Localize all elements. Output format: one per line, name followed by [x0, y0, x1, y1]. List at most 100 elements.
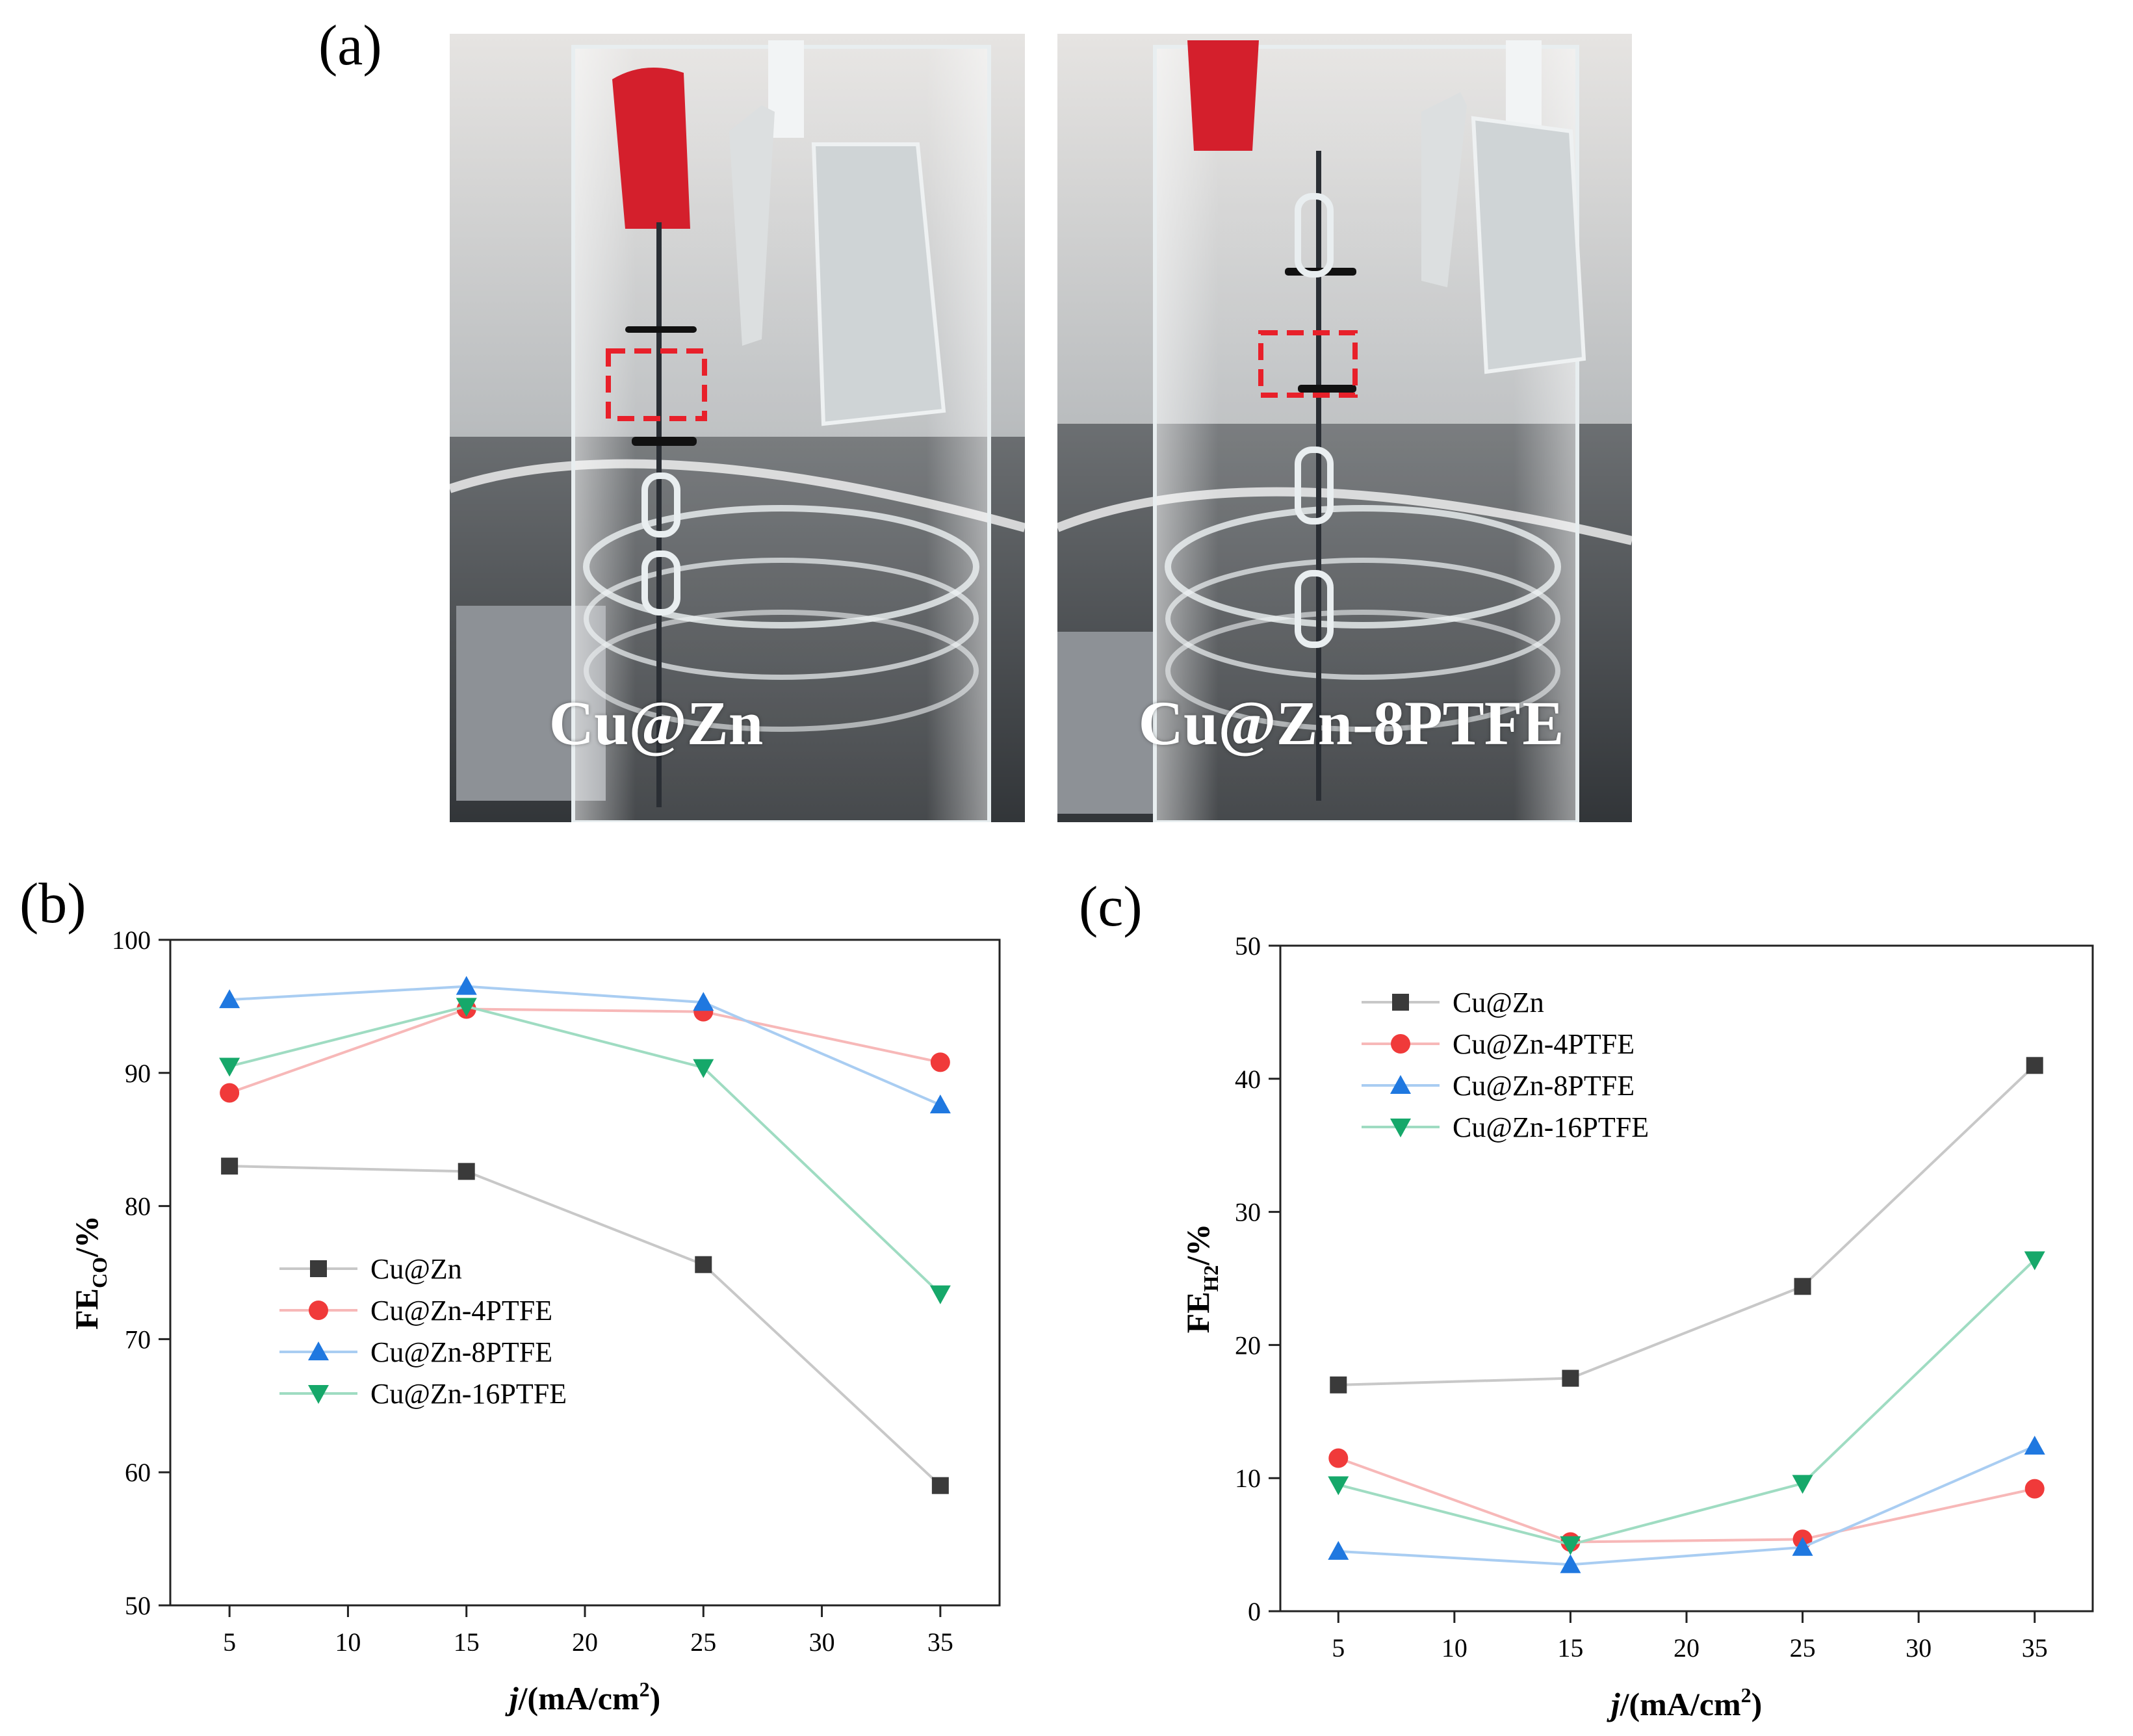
photo-caption-cu-zn-8ptfe: Cu@Zn-8PTFE — [1138, 688, 1564, 758]
point-cu-zn-16ptfe-5 — [219, 1057, 240, 1077]
series-cu-zn-16ptfe — [1328, 1251, 2045, 1555]
x-axis-title: j/(mA/cm2) — [505, 1678, 661, 1717]
panel-b-label: (b) — [19, 872, 86, 935]
legend-label-cu-zn-16ptfe: Cu@Zn-16PTFE — [1453, 1111, 1649, 1143]
point-cu-zn-25 — [695, 1256, 712, 1273]
line-cu-zn — [229, 1165, 942, 1487]
legend-label-cu-zn-8ptfe: Cu@Zn-8PTFE — [1453, 1070, 1635, 1102]
y-tick-label: 10 — [1235, 1464, 1261, 1493]
x-tick-label: 20 — [1674, 1633, 1700, 1663]
chart-b: 5 10 15 20 25 30 35 50 60 70 80 90 100 j/(mA/cm2) FECO… — [68, 926, 1001, 1717]
y-tick-label: 20 — [1235, 1330, 1261, 1360]
legend-label-cu-zn-4ptfe: Cu@Zn-4PTFE — [370, 1295, 552, 1327]
x-axis-title: j/(mA/cm2) — [1607, 1683, 1763, 1722]
point-cu-zn-4ptfe-35 — [930, 1052, 950, 1072]
legend-marker-cu-zn-8ptfe — [308, 1341, 329, 1360]
series-cu-zn-16ptfe — [219, 998, 951, 1304]
legend-marker-cu-zn-4ptfe — [309, 1301, 328, 1320]
legend-marker-cu-zn — [310, 1260, 327, 1277]
point-cu-zn-4ptfe-5 — [220, 1083, 240, 1103]
y-tick-label: 80 — [125, 1192, 151, 1221]
point-cu-zn-16ptfe-25 — [1792, 1475, 1813, 1494]
point-cu-zn-8ptfe-25 — [693, 992, 714, 1011]
series-cu-zn-4ptfe — [220, 999, 950, 1103]
legend-label-cu-zn: Cu@Zn — [1453, 987, 1544, 1018]
legend-marker-cu-zn-16ptfe — [308, 1385, 329, 1404]
point-cu-zn-16ptfe-35 — [929, 1285, 951, 1304]
x-tick-label: 35 — [2022, 1633, 2048, 1663]
line-cu-zn-8ptfe — [1338, 1445, 2036, 1566]
point-cu-zn-8ptfe-35 — [2024, 1436, 2045, 1455]
legend-label-cu-zn: Cu@Zn — [370, 1253, 462, 1285]
point-cu-zn-15 — [458, 1163, 475, 1180]
legend-marker-cu-zn-16ptfe — [1390, 1119, 1411, 1137]
y-tick-label: 70 — [125, 1325, 151, 1354]
series-cu-zn-8ptfe — [1328, 1436, 2045, 1574]
y-tick-label: 90 — [125, 1059, 151, 1088]
point-cu-zn-8ptfe-15 — [456, 976, 477, 995]
y-axis-title: FECO/% — [68, 1215, 111, 1330]
line-cu-zn-16ptfe — [1338, 1258, 2036, 1546]
chart-c: 5 10 15 20 25 30 35 0 10 20 30 40 50 j/(mA/cm2) FEH2/%… — [1180, 931, 2094, 1722]
plot-frame — [169, 939, 1001, 1607]
y-tick-label: 60 — [125, 1458, 151, 1487]
legend-marker-cu-zn-4ptfe — [1391, 1034, 1410, 1054]
x-tick-label: 5 — [1332, 1633, 1345, 1663]
photo-cu-zn-8ptfe: Cu@Zn-8PTFE — [1057, 34, 1632, 822]
point-cu-zn-8ptfe-15 — [1560, 1554, 1581, 1574]
legend-label-cu-zn-16ptfe: Cu@Zn-16PTFE — [370, 1378, 567, 1410]
x-tick-label: 10 — [1441, 1633, 1467, 1663]
point-cu-zn-8ptfe-5 — [1328, 1540, 1349, 1560]
x-tick-label: 15 — [1557, 1633, 1583, 1663]
x-tick-label: 25 — [690, 1627, 716, 1657]
point-cu-zn-16ptfe-15 — [1560, 1536, 1581, 1555]
x-tick-label: 5 — [223, 1627, 236, 1657]
line-cu-zn-16ptfe — [229, 1005, 942, 1295]
x-tick-label: 20 — [572, 1627, 598, 1657]
y-tick-label: 100 — [112, 926, 151, 955]
panel-c-label: (c) — [1079, 875, 1143, 939]
y-tick-label: 0 — [1248, 1597, 1261, 1626]
y-axis-title: FEH2/% — [1180, 1224, 1222, 1334]
series-cu-zn-8ptfe — [219, 976, 951, 1113]
point-cu-zn-8ptfe-35 — [929, 1094, 951, 1113]
photo-caption-cu-zn: Cu@Zn — [549, 688, 764, 758]
photo-cu-zn-illustration — [450, 34, 1025, 822]
y-tick-label: 30 — [1235, 1198, 1261, 1227]
line-cu-zn-4ptfe — [1338, 1457, 2036, 1544]
y-tick-label: 40 — [1235, 1065, 1261, 1094]
x-tick-label: 10 — [335, 1627, 361, 1657]
legend-label-cu-zn-4ptfe: Cu@Zn-4PTFE — [1453, 1028, 1635, 1060]
legend-marker-cu-zn — [1392, 994, 1409, 1011]
x-tick-label: 25 — [1790, 1633, 1816, 1663]
point-cu-zn-35 — [931, 1477, 949, 1494]
point-cu-zn-5 — [1330, 1376, 1347, 1393]
point-cu-zn-8ptfe-25 — [1792, 1536, 1813, 1556]
series-cu-zn — [1330, 1057, 2043, 1393]
point-cu-zn-5 — [221, 1158, 239, 1175]
legend-label-cu-zn-8ptfe: Cu@Zn-8PTFE — [370, 1336, 552, 1368]
point-cu-zn-16ptfe-25 — [693, 1059, 714, 1078]
series-cu-zn — [221, 1158, 949, 1494]
x-tick-label: 15 — [454, 1627, 480, 1657]
point-cu-zn-4ptfe-5 — [1328, 1448, 1349, 1468]
panel-a-label: (a) — [318, 14, 382, 77]
point-cu-zn-15 — [1562, 1369, 1579, 1387]
photo-cu-zn-8ptfe-illustration — [1057, 34, 1632, 822]
point-cu-zn-4ptfe-35 — [2024, 1479, 2045, 1499]
y-tick-label: 50 — [1235, 931, 1261, 961]
series-cu-zn-4ptfe — [1328, 1448, 2045, 1552]
x-tick-label: 30 — [809, 1627, 835, 1657]
line-cu-zn-4ptfe — [229, 1007, 941, 1095]
x-tick-label: 35 — [927, 1627, 953, 1657]
point-cu-zn-35 — [2026, 1057, 2043, 1074]
point-cu-zn-16ptfe-5 — [1328, 1476, 1349, 1496]
line-cu-zn-8ptfe — [229, 985, 941, 1106]
point-cu-zn-25 — [1794, 1278, 1811, 1295]
line-cu-zn — [1338, 1064, 2036, 1386]
photo-cu-zn: Cu@Zn — [450, 34, 1025, 822]
x-tick-label: 30 — [1906, 1633, 1932, 1663]
point-cu-zn-16ptfe-35 — [2024, 1251, 2045, 1271]
legend-marker-cu-zn-8ptfe — [1390, 1075, 1411, 1094]
point-cu-zn-8ptfe-5 — [219, 989, 240, 1009]
